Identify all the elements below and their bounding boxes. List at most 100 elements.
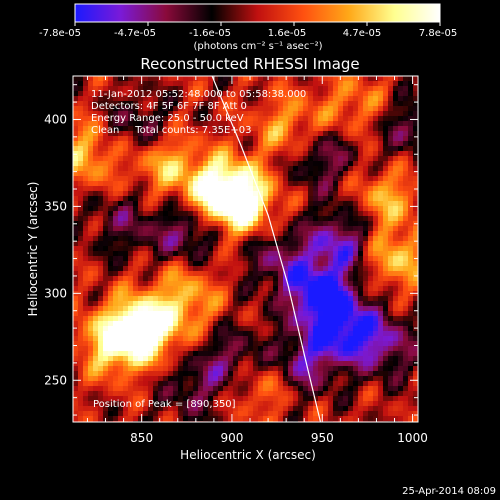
heatmap-cell [348, 416, 354, 422]
heatmap-cell [303, 261, 309, 267]
heatmap-cell [78, 206, 84, 212]
heatmap-cell [168, 201, 174, 207]
heatmap-cell [318, 231, 324, 237]
heatmap-cell [233, 351, 239, 357]
heatmap-cell [343, 171, 349, 177]
heatmap-cell [218, 331, 224, 337]
heatmap-cell [223, 331, 229, 337]
heatmap-cell [258, 326, 264, 332]
heatmap-cell [73, 171, 79, 177]
heatmap-cell [343, 416, 349, 422]
heatmap-cell [198, 351, 204, 357]
heatmap-cell [183, 411, 189, 417]
heatmap-cell [273, 201, 279, 207]
heatmap-cell [218, 186, 224, 192]
heatmap-cell [383, 246, 389, 252]
heatmap-cell [83, 131, 89, 137]
heatmap-cell [373, 81, 379, 87]
heatmap-cell [98, 181, 104, 187]
heatmap-cell [263, 376, 269, 382]
heatmap-cell [108, 191, 114, 197]
heatmap-cell [73, 241, 79, 247]
heatmap-cell [163, 366, 169, 372]
heatmap-cell [303, 401, 309, 407]
heatmap-cell [343, 81, 349, 87]
heatmap-cell [73, 391, 79, 397]
heatmap-cell [348, 296, 354, 302]
heatmap-cell [193, 241, 199, 247]
heatmap-cell [98, 136, 104, 142]
heatmap-cell [213, 351, 219, 357]
heatmap-cell [203, 276, 209, 282]
heatmap-cell [378, 401, 384, 407]
heatmap-cell [293, 231, 299, 237]
heatmap-cell [353, 81, 359, 87]
heatmap-cell [183, 316, 189, 322]
heatmap-cell [278, 261, 284, 267]
heatmap-cell [368, 346, 374, 352]
heatmap-cell [93, 291, 99, 297]
heatmap-cell [163, 361, 169, 367]
heatmap-cell [178, 291, 184, 297]
heatmap-cell [233, 241, 239, 247]
heatmap-cell [138, 271, 144, 277]
heatmap-cell [228, 326, 234, 332]
heatmap-cell [348, 136, 354, 142]
heatmap-cell [223, 336, 229, 342]
heatmap-cell [278, 146, 284, 152]
heatmap-cell [268, 76, 274, 82]
heatmap-cell [173, 211, 179, 217]
heatmap-cell [328, 231, 334, 237]
heatmap-cell [253, 411, 259, 417]
heatmap-cell [228, 216, 234, 222]
heatmap-cell [313, 186, 319, 192]
heatmap-cell [343, 131, 349, 137]
heatmap-cell [398, 136, 404, 142]
heatmap-cell [328, 341, 334, 347]
heatmap-cell [373, 361, 379, 367]
heatmap-cell [333, 101, 339, 107]
heatmap-cell [228, 111, 234, 117]
heatmap-cell [328, 351, 334, 357]
heatmap-cell [313, 191, 319, 197]
heatmap-cell [93, 261, 99, 267]
heatmap-cell [333, 231, 339, 237]
heatmap-cell [173, 176, 179, 182]
heatmap-cell [218, 271, 224, 277]
heatmap-cell [198, 281, 204, 287]
heatmap-cell [273, 306, 279, 312]
heatmap-cell [98, 206, 104, 212]
heatmap-cell [83, 101, 89, 107]
heatmap-cell [243, 351, 249, 357]
heatmap-cell [318, 186, 324, 192]
heatmap-cell [128, 76, 134, 82]
heatmap-cell [298, 281, 304, 287]
heatmap-cell [208, 286, 214, 292]
heatmap-cell [178, 186, 184, 192]
heatmap-cell [268, 341, 274, 347]
heatmap-cell [163, 381, 169, 387]
heatmap-cell [318, 86, 324, 92]
heatmap-cell [233, 126, 239, 132]
heatmap-cell [298, 166, 304, 172]
heatmap-cell [178, 206, 184, 212]
heatmap-cell [203, 346, 209, 352]
heatmap-cell [388, 381, 394, 387]
heatmap-cell [188, 366, 194, 372]
heatmap-cell [288, 246, 294, 252]
heatmap-cell [123, 176, 129, 182]
heatmap-cell [378, 366, 384, 372]
heatmap-cell [88, 351, 94, 357]
heatmap-cell [268, 381, 274, 387]
heatmap-cell [143, 356, 149, 362]
heatmap-cell [343, 101, 349, 107]
heatmap-cell [398, 266, 404, 272]
heatmap-cell [138, 291, 144, 297]
heatmap-cell [168, 276, 174, 282]
heatmap-cell [253, 171, 259, 177]
heatmap-cell [268, 211, 274, 217]
heatmap-cell [253, 301, 259, 307]
heatmap-cell [128, 101, 134, 107]
heatmap-cell [288, 181, 294, 187]
heatmap-cell [173, 386, 179, 392]
